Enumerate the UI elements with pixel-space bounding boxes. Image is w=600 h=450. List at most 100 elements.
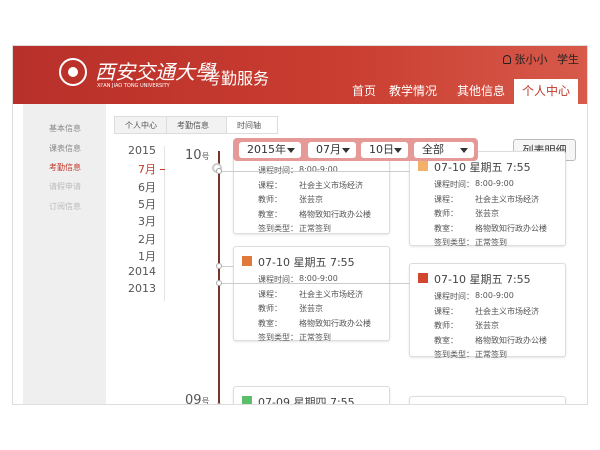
- timeline-dot: [216, 280, 222, 286]
- filter-select[interactable]: 10日: [361, 142, 408, 158]
- user-name: 张小小: [514, 53, 548, 66]
- card[interactable]: 07-10 星期五 7:55 课程时间： 8:00-9:00 课程： 社会主义市场经济教…: [233, 246, 390, 342]
- time-index-item[interactable]: 5月: [138, 197, 156, 211]
- field-label: 签到类型：: [258, 224, 298, 233]
- card-title: 07-09 星期四 7:55: [258, 396, 355, 405]
- time-index-item[interactable]: 2014: [128, 265, 156, 279]
- nav-item[interactable]: 个人中心: [514, 79, 579, 104]
- day-label: 10号: [185, 148, 210, 163]
- filter-select[interactable]: 07月: [308, 142, 356, 158]
- card[interactable]: 07-10 星期五 7:55 课程时间： 8:00-9:00 课程： 社会主义市场经济教…: [409, 263, 566, 359]
- time-index-item[interactable]: 2013: [128, 282, 156, 296]
- logo-emblem: [59, 58, 87, 86]
- breadcrumb-item[interactable]: 时间轴: [226, 116, 278, 134]
- field-label: 教师：: [434, 321, 458, 330]
- card[interactable]: 07-10 星期五 7:55 课程时间： 8:00-9:00 课程： 社会主义市场经济教…: [409, 151, 566, 247]
- app-window: 西安交通大學 XI'AN JIAO TONG UNIVERSITY 考勤服务 张…: [12, 45, 588, 405]
- timeline-dot: [216, 263, 222, 269]
- field-value: 格物致知行政办公楼: [475, 223, 547, 233]
- time-index-item[interactable]: 6月: [138, 180, 156, 194]
- field-label: 教师：: [258, 304, 282, 313]
- day-label: 09号: [185, 393, 210, 405]
- time-index-item[interactable]: 3月: [138, 215, 156, 229]
- breadcrumb-item[interactable]: 个人中心: [114, 116, 168, 134]
- sidebar-item[interactable]: 考勤信息: [49, 163, 81, 172]
- field-label: 教室：: [434, 223, 458, 233]
- field-value: 格物致知行政办公楼: [299, 209, 371, 219]
- field-label: 教室：: [434, 335, 458, 345]
- nav-item[interactable]: 其他信息: [457, 84, 506, 98]
- sidebar-item[interactable]: 请假申请: [49, 182, 81, 191]
- logo-en: XI'AN JIAO TONG UNIVERSITY: [97, 83, 170, 89]
- field-label: 课程时间：: [434, 180, 474, 189]
- connector: [220, 283, 409, 284]
- sidebar-item[interactable]: 课表信息: [49, 144, 81, 153]
- field-value: 社会主义市场经济: [299, 289, 363, 299]
- time-index-item[interactable]: 2015: [128, 144, 156, 157]
- field-value: 张芸京: [475, 209, 499, 218]
- field-label: 教师：: [258, 195, 282, 204]
- filter-select[interactable]: 2015年: [239, 142, 301, 158]
- field-label: 课程时间：: [258, 275, 298, 284]
- timeline-dot: [216, 168, 222, 174]
- field-value: 8:00-9:00: [299, 165, 338, 174]
- sidebar-item[interactable]: 基本信息: [49, 124, 81, 133]
- nav-item[interactable]: 教学情况: [389, 84, 438, 98]
- day-number: 10: [185, 148, 202, 163]
- field-label: 课程时间：: [434, 292, 474, 301]
- field-label: 教室：: [258, 318, 282, 328]
- card-title: 07-10 星期五 7:55: [434, 161, 531, 174]
- field-value: 8:00-9:00: [299, 274, 338, 283]
- user-info[interactable]: 张小小 学生: [503, 51, 579, 67]
- card-icon: [242, 256, 252, 266]
- card-icon: [418, 273, 428, 283]
- card: [409, 396, 566, 404]
- field-value: 张芸京: [475, 321, 499, 330]
- index-marker: [160, 169, 165, 171]
- timeline-dot: [216, 403, 222, 404]
- nav-item[interactable]: 首页: [352, 84, 377, 98]
- connector: [220, 171, 409, 172]
- header: 西安交通大學 XI'AN JIAO TONG UNIVERSITY 考勤服务 张…: [13, 46, 587, 104]
- card-icon: [242, 396, 252, 404]
- field-label: 教师：: [434, 209, 458, 218]
- user-role: 学生: [557, 53, 579, 66]
- field-value: 8:00-9:00: [475, 291, 514, 300]
- day-number: 09: [185, 393, 202, 405]
- field-value: 正常签到: [299, 224, 331, 233]
- day-unit: 号: [201, 397, 210, 405]
- field-label: 课程时间：: [258, 165, 298, 176]
- timeline-axis: [218, 151, 220, 404]
- field-value: 格物致知行政办公楼: [299, 318, 371, 328]
- index-rail: [164, 146, 165, 301]
- field-value: 正常签到: [475, 238, 507, 247]
- connector: [220, 266, 233, 267]
- user-icon: [503, 55, 511, 64]
- time-index-item[interactable]: 7月: [138, 163, 156, 177]
- sidebar: [23, 104, 106, 404]
- field-label: 课程：: [434, 194, 458, 204]
- field-value: 社会主义市场经济: [475, 194, 539, 204]
- field-value: 张芸京: [299, 304, 323, 313]
- field-value: 张芸京: [299, 195, 323, 204]
- field-value: 8:00-9:00: [475, 179, 514, 188]
- time-index-item[interactable]: 2月: [138, 232, 156, 246]
- logo-cn: 西安交通大學: [95, 60, 215, 84]
- field-label: 课程：: [258, 180, 282, 190]
- app-title: 考勤服务: [205, 69, 270, 88]
- breadcrumb-item[interactable]: 考勤信息: [166, 116, 228, 134]
- card-icon: [418, 161, 428, 171]
- card-title: 07-10 星期五 7:55: [258, 256, 355, 269]
- field-label: 教室：: [258, 209, 282, 219]
- field-label: 课程：: [434, 306, 458, 316]
- card[interactable]: 07-09 星期四 7:55: [233, 386, 390, 405]
- filter-select[interactable]: 全部: [414, 142, 474, 158]
- field-label: 课程：: [258, 289, 282, 299]
- sidebar-item[interactable]: 订阅信息: [49, 202, 81, 211]
- field-value: 正常签到: [475, 350, 507, 359]
- time-index-item[interactable]: 1月: [138, 249, 156, 263]
- card-title: 07-10 星期五 7:55: [434, 273, 531, 286]
- field-value: 社会主义市场经济: [299, 180, 363, 190]
